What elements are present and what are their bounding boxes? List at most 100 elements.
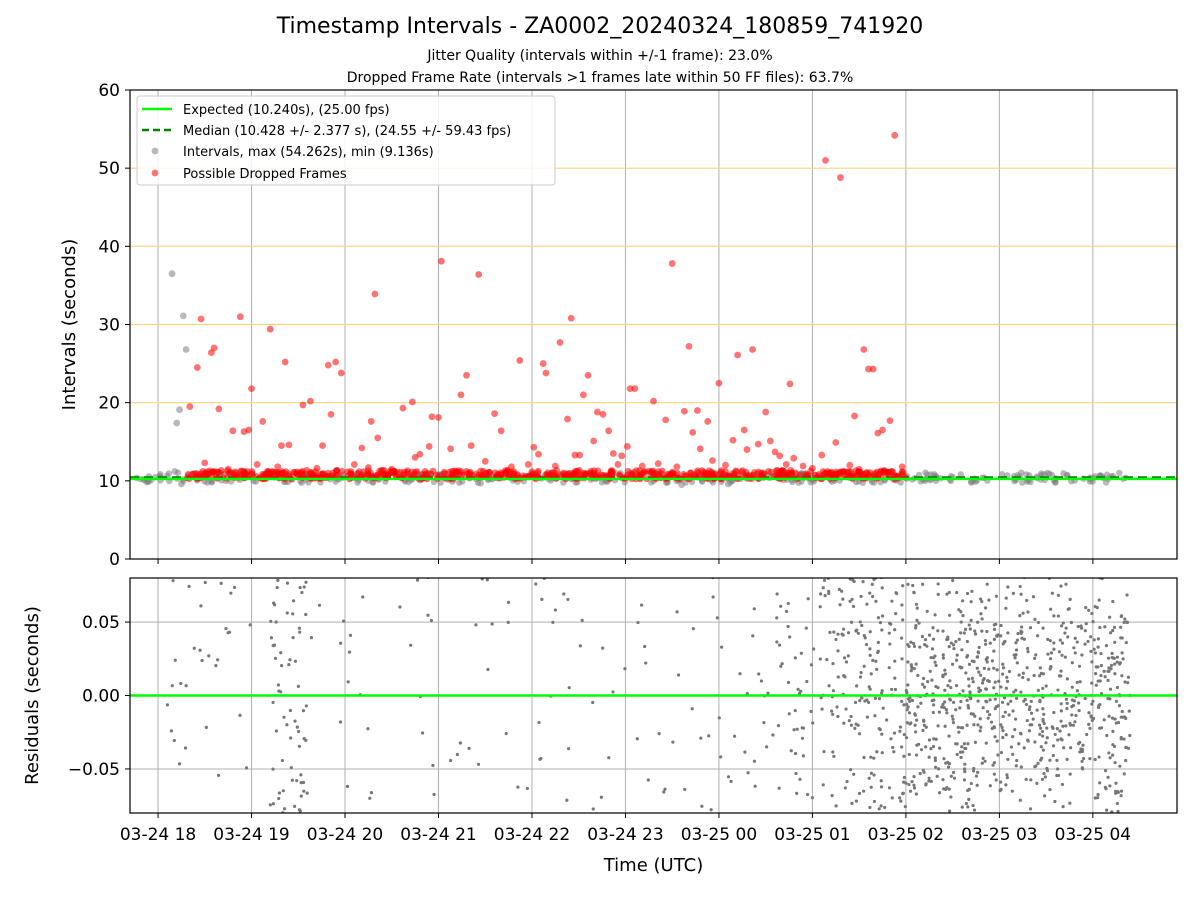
residual-point bbox=[534, 582, 538, 586]
residual-point bbox=[890, 599, 894, 603]
dropped-frame-point bbox=[585, 470, 593, 477]
residual-point bbox=[1049, 607, 1053, 611]
residual-point bbox=[1041, 686, 1045, 691]
residual-point bbox=[1114, 781, 1118, 785]
residual-point bbox=[431, 763, 435, 768]
residual-point bbox=[987, 598, 991, 602]
residual-point bbox=[1105, 808, 1109, 812]
residual-point bbox=[926, 679, 930, 684]
dropped-frame-point bbox=[186, 403, 194, 410]
residual-point bbox=[301, 780, 306, 785]
residual-point bbox=[914, 753, 919, 757]
bottom-ytick-label: 0.00 bbox=[82, 687, 120, 707]
dropped-frame-point bbox=[281, 358, 289, 366]
residual-point bbox=[927, 776, 931, 780]
residual-point bbox=[171, 818, 174, 821]
residual-point bbox=[298, 586, 302, 590]
residual-point bbox=[302, 736, 306, 741]
residual-point bbox=[759, 679, 764, 683]
dropped-frame-point bbox=[749, 346, 756, 353]
residual-point bbox=[867, 776, 871, 780]
interval-point bbox=[178, 480, 185, 488]
residual-point bbox=[978, 673, 983, 677]
residual-point bbox=[765, 745, 769, 749]
dropped-frame-point bbox=[599, 410, 607, 418]
residual-point bbox=[1041, 672, 1046, 676]
residual-point bbox=[467, 746, 471, 750]
residual-point bbox=[1077, 664, 1082, 668]
residual-point bbox=[700, 804, 704, 808]
residual-point bbox=[540, 597, 544, 601]
residual-point bbox=[1087, 722, 1091, 726]
residual-point bbox=[989, 817, 992, 820]
residual-point bbox=[1033, 656, 1037, 660]
dropped-frame-point bbox=[428, 413, 436, 421]
residual-point bbox=[409, 643, 413, 647]
residual-point bbox=[1030, 848, 1033, 851]
residual-point bbox=[1062, 520, 1065, 523]
dropped-frame-point bbox=[299, 401, 307, 409]
residual-point bbox=[1060, 641, 1065, 645]
dropped-frame-point bbox=[248, 385, 255, 392]
residual-point bbox=[977, 670, 981, 674]
residual-point bbox=[806, 792, 810, 797]
residual-point bbox=[485, 578, 489, 582]
residual-point bbox=[646, 778, 650, 782]
residual-point bbox=[918, 645, 922, 649]
residual-point bbox=[297, 744, 302, 748]
residual-point bbox=[1045, 766, 1049, 771]
residual-point bbox=[184, 684, 188, 688]
residual-point bbox=[967, 797, 971, 801]
residual-point bbox=[1083, 696, 1087, 701]
residual-point bbox=[932, 737, 936, 741]
residual-point bbox=[1020, 625, 1024, 629]
residual-point bbox=[752, 607, 756, 611]
residual-point bbox=[567, 686, 571, 690]
residual-point bbox=[1081, 743, 1085, 747]
residual-point bbox=[1036, 761, 1040, 765]
residual-point bbox=[851, 604, 856, 608]
residual-point bbox=[1112, 625, 1117, 629]
residual-point bbox=[398, 605, 402, 609]
residual-point bbox=[1028, 705, 1032, 709]
residual-point bbox=[683, 787, 687, 791]
residual-point bbox=[861, 580, 865, 584]
dropped-frame-point bbox=[491, 410, 498, 418]
residual-point bbox=[1041, 626, 1045, 630]
residual-point bbox=[893, 659, 897, 663]
residual-point bbox=[877, 726, 881, 731]
residual-point bbox=[812, 647, 816, 651]
dropped-frame-point bbox=[229, 427, 237, 435]
residual-point bbox=[299, 773, 303, 777]
residual-point bbox=[1108, 756, 1112, 760]
dropped-frame-point bbox=[734, 351, 742, 359]
residual-point bbox=[952, 813, 955, 816]
residual-point bbox=[929, 655, 933, 660]
residual-point bbox=[860, 623, 864, 628]
residual-point bbox=[858, 620, 862, 624]
residual-point bbox=[872, 756, 876, 760]
residual-point bbox=[732, 734, 737, 738]
residual-point bbox=[1059, 669, 1063, 673]
residual-point bbox=[1026, 646, 1030, 651]
residual-point bbox=[1113, 760, 1117, 765]
residual-point bbox=[986, 709, 990, 714]
residual-point bbox=[1089, 635, 1093, 639]
residual-point bbox=[1079, 624, 1083, 628]
residual-point bbox=[988, 784, 992, 788]
residual-point bbox=[591, 807, 595, 811]
dropped-frame-point bbox=[266, 325, 274, 333]
residual-point bbox=[915, 606, 919, 610]
residual-point bbox=[823, 593, 827, 598]
residual-point bbox=[970, 676, 974, 680]
residual-point bbox=[210, 815, 213, 818]
interval-point bbox=[354, 479, 361, 486]
residual-point bbox=[1042, 794, 1047, 798]
bottom-xtick-label: 03-25 04 bbox=[1055, 825, 1131, 845]
residual-point bbox=[971, 803, 975, 808]
residual-point bbox=[165, 703, 170, 707]
residual-point bbox=[1108, 563, 1111, 566]
dropped-frame-point bbox=[668, 260, 676, 267]
dropped-frame-point bbox=[435, 414, 442, 421]
residual-point bbox=[204, 725, 208, 729]
